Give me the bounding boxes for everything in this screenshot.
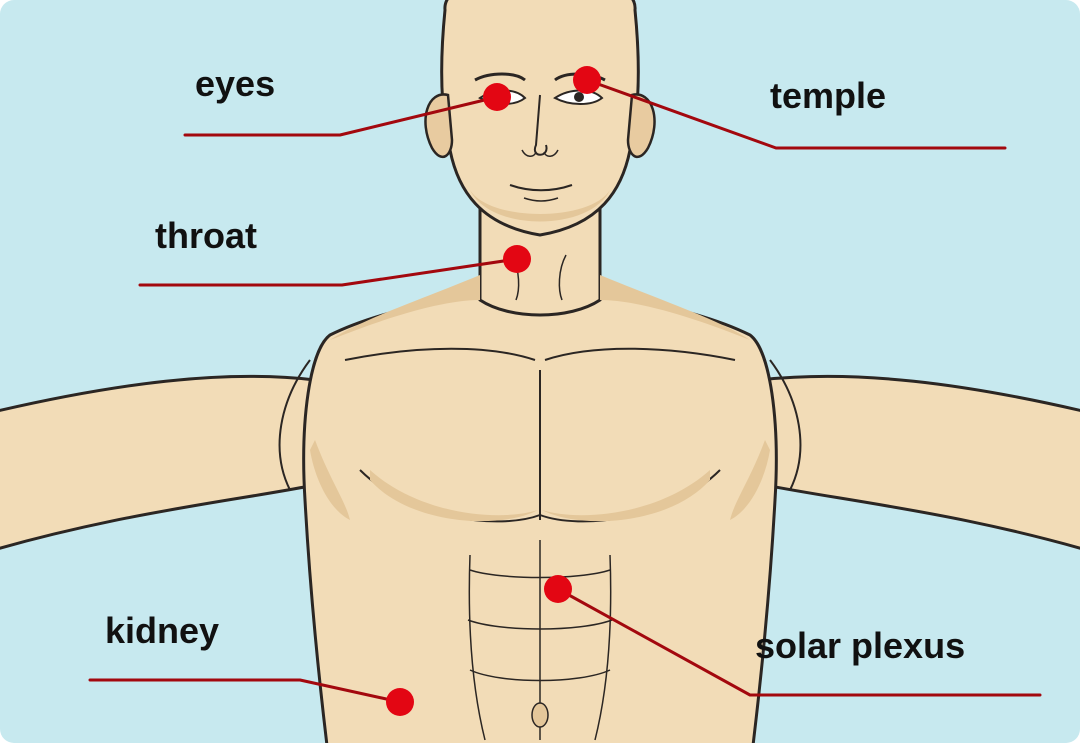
label-throat: throat bbox=[155, 215, 365, 257]
marker-temple bbox=[573, 66, 601, 94]
leader-line-throat bbox=[140, 259, 517, 285]
marker-kidney bbox=[386, 688, 414, 716]
marker-eyes bbox=[483, 83, 511, 111]
label-eyes: eyes bbox=[195, 63, 365, 105]
label-temple: temple bbox=[770, 75, 1000, 117]
marker-throat bbox=[503, 245, 531, 273]
diagram-stage: eyes temple throat solar plexus kidney bbox=[0, 0, 1080, 743]
label-solar_plexus: solar plexus bbox=[755, 625, 1045, 667]
leader-line-kidney bbox=[90, 680, 400, 702]
label-kidney: kidney bbox=[105, 610, 325, 652]
marker-solar_plexus bbox=[544, 575, 572, 603]
